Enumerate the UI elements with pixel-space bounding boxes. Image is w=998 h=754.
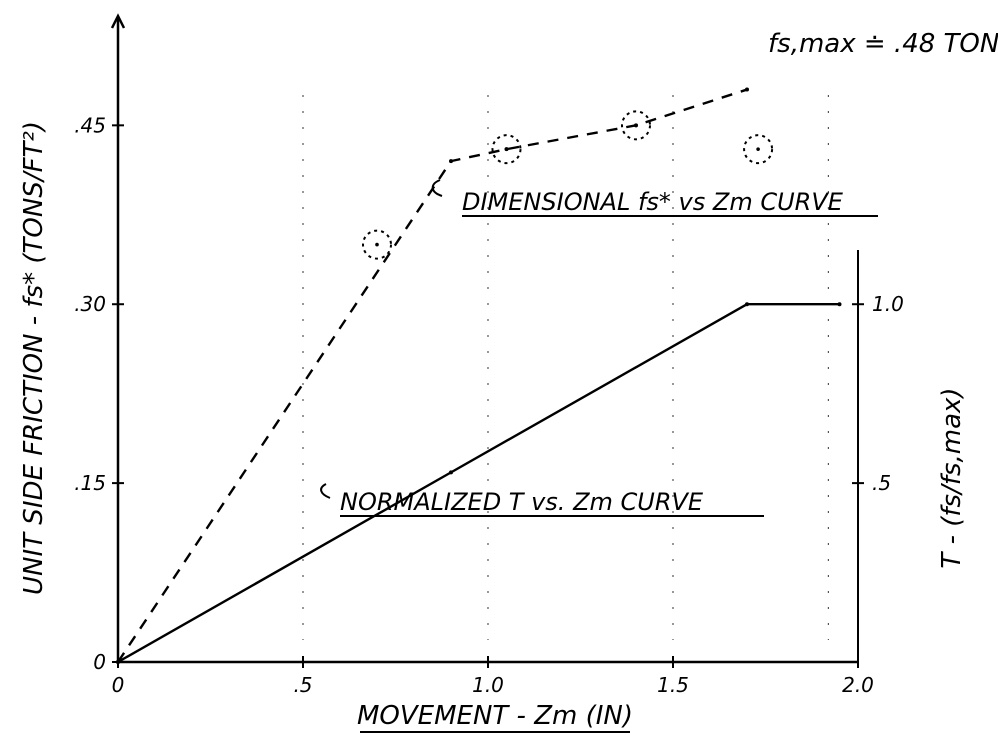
series-layer bbox=[116, 87, 842, 664]
points-layer bbox=[362, 110, 774, 260]
dimensional-annotation: DIMENSIONAL fs* vs Zm CURVE bbox=[462, 188, 844, 216]
y-right-tick-label-1: 1.0 bbox=[872, 292, 904, 316]
series-1-vertex-2 bbox=[745, 302, 749, 307]
data-point-3 bbox=[743, 134, 774, 165]
x-tick-label-4: 2.0 bbox=[842, 673, 874, 697]
y-axis-label: UNIT SIDE FRICTION - fs* (TONS/FT²) bbox=[19, 121, 49, 595]
y-axis-arrow bbox=[110, 13, 126, 29]
x-tick-label-1: .5 bbox=[293, 673, 312, 697]
data-point-1 bbox=[491, 134, 522, 165]
y-tick-label-3: .45 bbox=[74, 113, 106, 137]
dimensional-fs-curve bbox=[117, 88, 748, 663]
normalized-annotation-arrow bbox=[320, 483, 331, 499]
data-point-2 bbox=[621, 110, 651, 141]
y-right-axis-label: T - (fs/fs,max) bbox=[937, 387, 967, 568]
x-tick-label-0: 0 bbox=[112, 673, 125, 697]
dimensional-annotation-arrow bbox=[431, 179, 443, 197]
data-point-center-2 bbox=[634, 123, 638, 128]
x-tick-label-3: 1.5 bbox=[657, 673, 689, 697]
series-0-vertex-4 bbox=[745, 87, 749, 92]
y-tick-label-1: .15 bbox=[74, 471, 106, 495]
data-point-0 bbox=[362, 229, 392, 260]
series-1-vertex-3 bbox=[837, 302, 842, 307]
y-right-tick-label-0: .5 bbox=[872, 471, 891, 495]
y-axis-ticks: 0 .15 .30 .45 bbox=[74, 113, 124, 674]
series-1-vertex-0 bbox=[116, 660, 120, 664]
series-0-vertex-1 bbox=[449, 159, 453, 164]
data-point-center-0 bbox=[375, 242, 379, 247]
x-axis-label: MOVEMENT - Zm (IN) bbox=[357, 701, 633, 731]
normalized-annotation: NORMALIZED T vs. Zm CURVE bbox=[340, 488, 704, 516]
x-tick-label-2: 1.0 bbox=[472, 673, 504, 697]
data-point-center-3 bbox=[756, 147, 760, 151]
series-1-vertex-1 bbox=[449, 470, 453, 475]
vertical-guide-lines bbox=[302, 95, 830, 640]
y-tick-label-0: 0 bbox=[93, 650, 106, 674]
y-right-axis-ticks: .5 1.0 bbox=[852, 292, 904, 495]
normalized-t-curve bbox=[117, 303, 840, 664]
x-axis-ticks: 0 .5 1.0 1.5 2.0 bbox=[112, 656, 874, 697]
fsmax-annotation: fs,max ≐ .48 TONS/FT² bbox=[768, 29, 998, 59]
y-tick-label-2: .30 bbox=[74, 292, 106, 316]
data-point-center-1 bbox=[504, 147, 509, 151]
